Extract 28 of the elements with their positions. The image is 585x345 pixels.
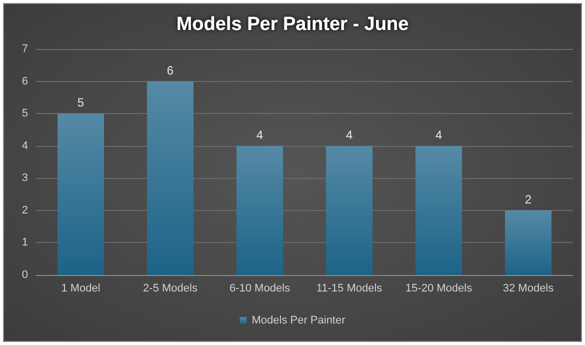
y-tick-label: 1	[22, 236, 28, 249]
data-label: 4	[256, 128, 264, 142]
bar	[326, 146, 373, 275]
data-label: 4	[435, 128, 442, 142]
bar	[57, 114, 104, 275]
bar	[146, 81, 194, 275]
x-tick-label: 1 Model	[61, 282, 100, 294]
bar	[415, 146, 462, 275]
y-tick-label: 4	[22, 140, 28, 152]
data-label: 6	[166, 63, 174, 78]
x-tick-label: 15-20 Models	[405, 282, 473, 294]
chart-title: Models Per Painter - June	[176, 14, 409, 35]
bar	[504, 210, 552, 275]
x-tick-label: 32 Models	[502, 282, 554, 294]
data-label: 4	[346, 128, 353, 142]
x-tick-label: 2-5 Models	[143, 282, 198, 294]
y-tick-label: 0	[22, 269, 28, 281]
y-tick-label: 3	[22, 172, 28, 184]
legend-label: Models Per Painter	[252, 314, 346, 326]
y-tick-label: 2	[22, 204, 28, 216]
y-tick-label: 7	[22, 43, 28, 55]
data-label: 5	[77, 96, 84, 110]
y-tick-label: 6	[22, 75, 28, 88]
y-tick-label: 5	[22, 108, 28, 120]
x-tick-label: 11-15 Models	[316, 282, 383, 294]
data-label: 2	[524, 192, 532, 206]
bar	[236, 146, 284, 275]
x-tick-label: 6-10 Models	[229, 282, 291, 294]
